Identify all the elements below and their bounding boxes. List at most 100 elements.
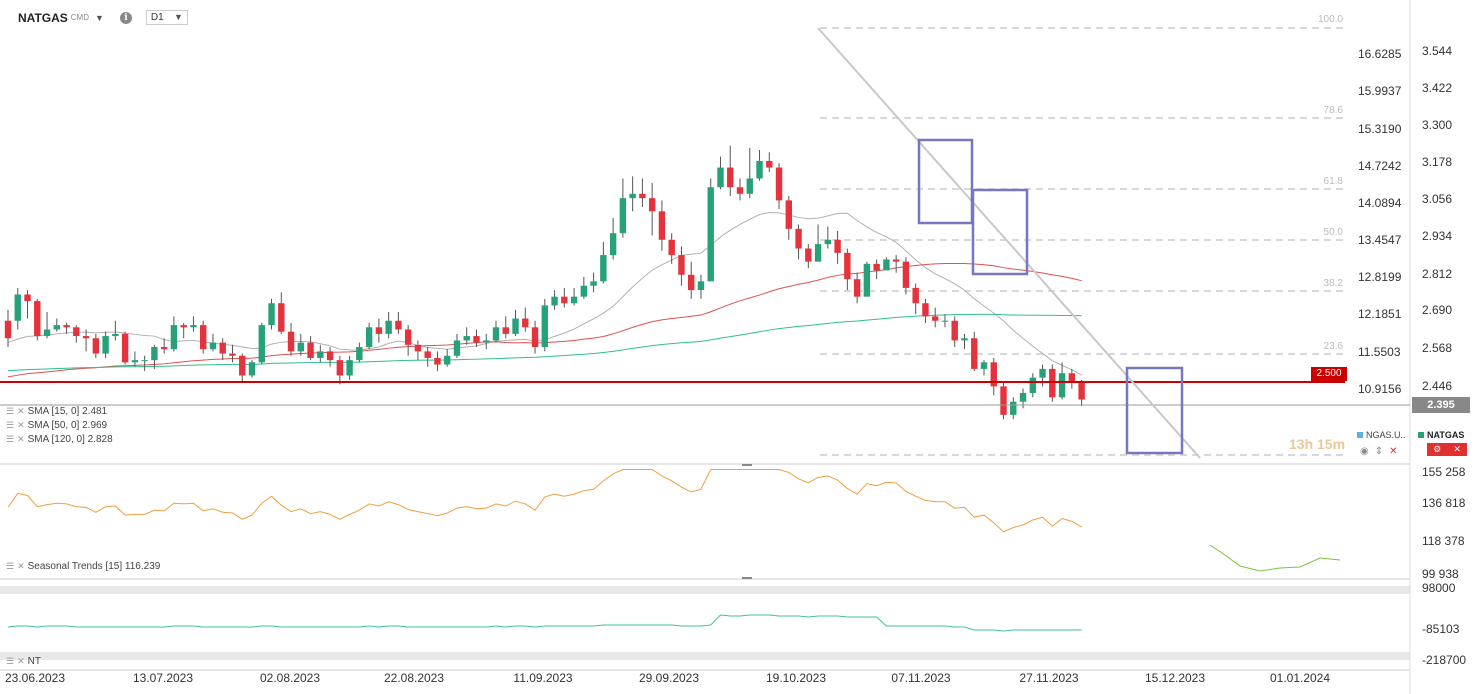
- candle-down: [932, 316, 939, 321]
- candle-up: [1058, 373, 1066, 398]
- info-icon[interactable]: i: [119, 11, 132, 24]
- close-icon[interactable]: ✕: [17, 434, 25, 444]
- candle-down: [736, 187, 744, 194]
- candle-down: [307, 342, 314, 358]
- candle-down: [180, 325, 187, 328]
- close-icon[interactable]: ✕: [17, 420, 25, 430]
- menu-icon[interactable]: ☰: [6, 561, 15, 571]
- indicator-seasonal[interactable]: ☰ ✕ Seasonal Trends [15] 116.239: [6, 561, 160, 572]
- candle-up: [483, 340, 490, 343]
- close-icon[interactable]: ✕: [17, 656, 25, 666]
- candle-down: [326, 351, 334, 361]
- x-tick-label: 19.10.2023: [766, 671, 826, 685]
- seasonal-tick-label: 136 818: [1422, 496, 1466, 510]
- indicator-sma120[interactable]: ☰ ✕ SMA [120, 0] 2.828: [6, 434, 113, 445]
- candle-up: [14, 294, 21, 321]
- candle-up: [1029, 377, 1036, 393]
- candle-up: [209, 342, 217, 350]
- x-tick-label: 22.08.2023: [384, 671, 444, 685]
- candle-down: [4, 320, 12, 339]
- legend-label: NGAS.U..: [1366, 430, 1406, 440]
- timeframe-select[interactable]: D1 ▼: [145, 10, 188, 25]
- candle-up: [619, 198, 627, 234]
- candle-up: [961, 338, 968, 341]
- candle-down: [34, 301, 41, 337]
- y-tick-label: 2.690: [1422, 303, 1452, 317]
- y-tick-label: 2.812: [1422, 267, 1452, 281]
- candle-down: [160, 347, 168, 350]
- seasonal-forecast-line: [1209, 544, 1341, 572]
- candle-down: [121, 333, 129, 363]
- pane-scroll-strip: [0, 652, 1410, 660]
- x-tick-label: 02.08.2023: [260, 671, 320, 685]
- candle-up: [170, 325, 178, 350]
- timer-minutes: 15m: [1317, 436, 1346, 452]
- candle-up: [131, 360, 139, 363]
- close-icon[interactable]: ✕: [17, 406, 25, 416]
- x-tick-label: 29.09.2023: [639, 671, 699, 685]
- y-tick-label: 3.300: [1422, 118, 1452, 132]
- menu-icon[interactable]: ☰: [6, 434, 15, 444]
- candle-up: [756, 160, 763, 179]
- candle-down: [834, 239, 841, 253]
- close-icon[interactable]: ✕: [17, 561, 25, 571]
- candle-down: [1078, 382, 1085, 400]
- menu-icon[interactable]: ☰: [6, 420, 15, 430]
- candle-up: [707, 187, 714, 282]
- seasonal-tick-label: 118 378: [1422, 534, 1465, 548]
- candle-up: [346, 360, 353, 376]
- close-icon[interactable]: ✕: [1389, 446, 1398, 457]
- candle-down: [1068, 373, 1076, 383]
- candle-up: [814, 244, 822, 262]
- candle-down: [561, 296, 568, 304]
- candle-up: [580, 285, 588, 297]
- series-controls-active: ⚙ ✕: [1427, 443, 1467, 456]
- indicator-sma50[interactable]: ☰ ✕ SMA [50, 0] 2.969: [6, 420, 107, 431]
- candle-down: [229, 353, 236, 356]
- y-tick-label: 3.544: [1422, 44, 1452, 58]
- sort-icon[interactable]: ⇕: [1374, 446, 1384, 457]
- x-tick-label: 07.11.2023: [891, 671, 950, 685]
- trend-line: [817, 27, 1201, 459]
- close-icon[interactable]: ✕: [1453, 444, 1461, 454]
- fib-value-label: 10.9156: [1358, 382, 1402, 396]
- candle-down: [336, 360, 344, 376]
- chevron-down-icon[interactable]: ▼: [95, 12, 104, 23]
- candle-down: [434, 357, 441, 365]
- candle-down: [668, 239, 675, 256]
- symbol-name[interactable]: NATGAS: [18, 10, 68, 25]
- eye-icon[interactable]: ◉: [1360, 446, 1369, 457]
- candle-up: [43, 329, 51, 337]
- legend-natgas[interactable]: NATGAS: [1418, 430, 1464, 440]
- menu-icon[interactable]: ☰: [6, 656, 15, 666]
- candle-up: [746, 178, 753, 194]
- candle-up: [248, 362, 256, 376]
- legend-ngas[interactable]: NGAS.U..: [1357, 430, 1406, 440]
- fib-value-label: 16.6285: [1358, 47, 1402, 61]
- highlight-box: [971, 188, 1029, 276]
- chevron-down-icon: ▼: [174, 12, 183, 22]
- candle-down: [1000, 386, 1007, 415]
- candle-up: [697, 281, 705, 291]
- candle-up: [365, 327, 373, 348]
- indicator-lower[interactable]: ☰ ✕ NT: [6, 656, 41, 667]
- indicator-sma15[interactable]: ☰ ✕ SMA [15, 0] 2.481: [6, 406, 107, 417]
- candle-down: [922, 303, 929, 317]
- candle-up: [453, 340, 461, 356]
- candle-down: [785, 200, 792, 229]
- candle-down: [1049, 368, 1056, 398]
- x-tick-label: 27.11.2023: [1019, 671, 1078, 685]
- candle-up: [609, 233, 617, 256]
- candle-up: [492, 327, 500, 341]
- highlight-box: [917, 138, 974, 225]
- candle-down: [531, 327, 539, 348]
- menu-icon[interactable]: ☰: [6, 406, 15, 416]
- candle-down: [658, 211, 666, 240]
- candle-up: [151, 347, 158, 361]
- candle-down: [219, 342, 226, 354]
- candle-down: [424, 351, 431, 358]
- candle-down: [775, 167, 783, 201]
- candle-down: [844, 252, 851, 280]
- settings-icon[interactable]: ⚙: [1433, 444, 1442, 454]
